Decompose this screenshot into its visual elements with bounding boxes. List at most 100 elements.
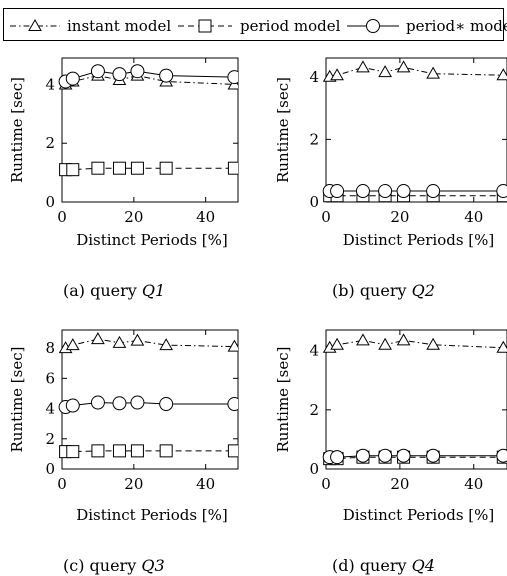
x-axis-label: Distinct Periods [%] [76, 231, 228, 249]
series-line-square [329, 456, 504, 460]
plot-frame [325, 329, 507, 470]
data-point-triangle [330, 337, 344, 350]
subfigure-caption: (c) query Q3 [63, 556, 165, 575]
data-point-triangle [426, 337, 440, 350]
plot-frame [61, 329, 239, 470]
subfigure-caption: (d) query Q4 [332, 556, 435, 575]
x-tick-label: 0 [321, 208, 331, 226]
data-point-square [227, 444, 238, 458]
data-point-triangle [227, 339, 238, 352]
x-tick-label: 20 [124, 475, 143, 493]
y-tick-label: 0 [309, 193, 319, 211]
data-point-square [130, 444, 144, 458]
data-point-square [159, 161, 173, 175]
legend-label: instant model [67, 17, 171, 35]
data-point-triangle [396, 333, 411, 346]
series-line-triangle [329, 66, 504, 78]
series-square [59, 161, 238, 177]
series-square [323, 189, 507, 203]
series-triangle [322, 60, 507, 82]
data-point-triangle [496, 340, 507, 353]
data-point-square [66, 445, 80, 459]
data-point-circle [396, 448, 411, 463]
data-point-circle [227, 70, 238, 85]
x-tick-label: 20 [124, 208, 143, 226]
data-point-circle [496, 184, 507, 199]
series-line-square [65, 167, 235, 171]
caption-query-name: Q3 [141, 556, 164, 575]
data-point-circle [330, 184, 345, 199]
series-line-circle [329, 455, 504, 458]
data-point-triangle [426, 66, 440, 79]
y-axis-label: Runtime [sec] [8, 347, 26, 453]
plot-frame [325, 57, 507, 203]
x-tick-label: 0 [57, 208, 67, 226]
x-tick-label: 20 [390, 208, 409, 226]
data-point-triangle [91, 332, 105, 345]
series-triangle [322, 333, 507, 353]
x-tick-label: 0 [57, 475, 67, 493]
data-point-circle [112, 67, 127, 82]
y-tick-label: 0 [309, 460, 319, 478]
series-circle [58, 395, 238, 415]
legend-label: period model [240, 17, 341, 35]
x-axis-label: Distinct Periods [%] [76, 506, 228, 524]
data-point-circle [159, 68, 174, 83]
plot-frame [61, 57, 239, 203]
legend: instant model period model period∗ model [3, 8, 507, 41]
y-tick-label: 0 [45, 460, 55, 478]
data-point-circle [90, 395, 105, 410]
legend-marker-circle [366, 19, 380, 33]
series-square [59, 444, 238, 459]
subfigure-caption: (a) query Q1 [63, 281, 165, 300]
data-point-circle [355, 448, 370, 463]
legend-label: period∗ model [406, 17, 507, 35]
y-tick-label: 2 [309, 401, 319, 419]
data-point-circle [396, 184, 411, 199]
data-point-square [91, 444, 105, 458]
caption-query-name: Q4 [412, 556, 435, 575]
data-point-circle [65, 71, 80, 86]
data-point-circle [426, 448, 441, 463]
y-tick-label: 4 [45, 400, 55, 418]
x-tick-label: 40 [464, 475, 483, 493]
x-tick-label: 40 [196, 475, 215, 493]
data-point-circle [426, 184, 441, 199]
y-tick-label: 4 [309, 68, 319, 86]
data-point-circle [355, 184, 370, 199]
series-triangle [58, 68, 238, 90]
data-point-triangle [65, 338, 80, 351]
data-point-triangle [378, 65, 392, 78]
data-point-circle [130, 64, 145, 79]
data-point-circle [227, 397, 238, 412]
data-point-triangle [330, 68, 344, 81]
series-circle [322, 448, 507, 465]
y-axis-label: Runtime [sec] [8, 77, 26, 183]
x-tick-label: 40 [464, 208, 483, 226]
y-tick-label: 4 [45, 75, 55, 93]
series-line-triangle [329, 339, 504, 349]
y-tick-label: 2 [45, 134, 55, 152]
data-point-square [227, 161, 238, 175]
data-point-square [66, 163, 80, 177]
series-line-circle [65, 401, 235, 408]
data-point-circle [378, 184, 393, 199]
legend-box [3, 8, 504, 41]
data-point-circle [496, 448, 507, 463]
caption-query-name: Q1 [142, 281, 165, 300]
data-point-triangle [130, 333, 145, 346]
series-triangle [58, 332, 238, 354]
data-point-square [130, 161, 144, 175]
data-point-circle [90, 64, 105, 79]
caption-query-name: Q2 [412, 281, 435, 300]
data-point-circle [65, 398, 80, 413]
y-axis-label: Runtime [sec] [274, 77, 292, 183]
data-point-triangle [159, 338, 174, 351]
data-point-square [91, 161, 105, 175]
data-point-circle [330, 450, 345, 465]
